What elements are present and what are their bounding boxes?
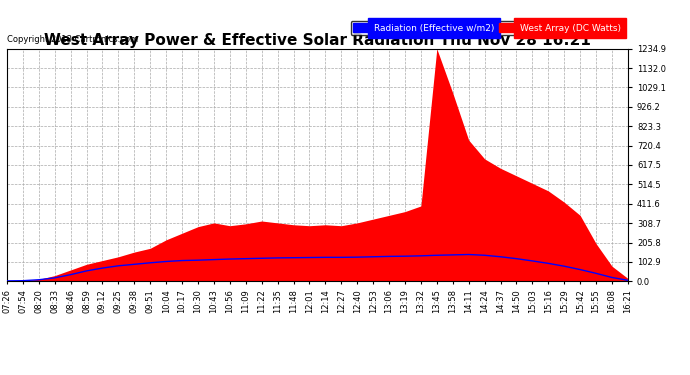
Text: Copyright 2013 Cartronics.com: Copyright 2013 Cartronics.com: [7, 35, 138, 44]
Legend: Radiation (Effective w/m2), West Array (DC Watts): Radiation (Effective w/m2), West Array (…: [351, 21, 623, 35]
Title: West Array Power & Effective Solar Radiation Thu Nov 28 16:21: West Array Power & Effective Solar Radia…: [44, 33, 591, 48]
